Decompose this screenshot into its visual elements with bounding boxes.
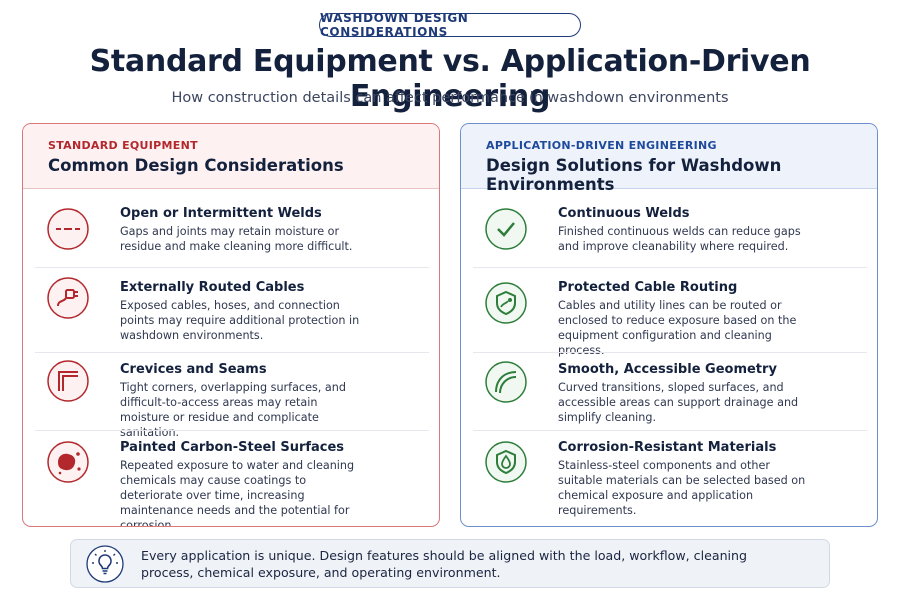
item-title: Open or Intermittent Welds	[120, 206, 322, 221]
badge: WASHDOWN DESIGN CONSIDERATIONS	[319, 11, 581, 39]
item-text: Curved transitions, sloped surfaces, and…	[558, 381, 799, 424]
standard-panel: STANDARD EQUIPMENT Common Design Conside…	[22, 123, 440, 527]
item-title: Protected Cable Routing	[558, 280, 738, 295]
eyebrow: STANDARD EQUIPMENT	[48, 139, 198, 152]
divider	[473, 267, 867, 268]
crevice-icon	[47, 360, 89, 402]
divider	[473, 430, 867, 431]
eyebrow: APPLICATION-DRIVEN ENGINEERING	[486, 139, 717, 152]
item-text: Cables and utility lines can be routed o…	[558, 299, 797, 357]
page-title: Standard Equipment vs. Application-Drive…	[89, 44, 811, 114]
panel-header: APPLICATION-DRIVEN ENGINEERING Design So…	[461, 124, 877, 194]
item-text: Exposed cables, hoses, and connection po…	[120, 299, 360, 342]
divider	[35, 267, 429, 268]
divider	[35, 430, 429, 431]
check-icon	[485, 208, 527, 250]
shield-icon	[485, 282, 527, 324]
corrosion-icon	[47, 441, 89, 483]
engineered-panel: APPLICATION-DRIVEN ENGINEERING Design So…	[460, 123, 878, 527]
item-text: Tight corners, overlapping surfaces, and…	[120, 381, 346, 439]
subtitle: How construction details can affect perf…	[171, 90, 729, 106]
cable-icon	[47, 277, 89, 319]
bulb-icon	[86, 545, 124, 583]
item-text: Finished continuous welds can reduce gap…	[558, 225, 801, 253]
item-title: Painted Carbon-Steel Surfaces	[120, 440, 345, 455]
divider	[35, 352, 429, 353]
item-text: Repeated exposure to water and cleaning …	[120, 459, 355, 527]
item-title: Corrosion-Resistant Materials	[558, 440, 777, 455]
panel-heading: Common Design Considerations	[48, 156, 344, 175]
footer-note: Every application is unique. Design feat…	[141, 548, 748, 580]
item-title: Crevices and Seams	[120, 362, 267, 377]
drop-shield-icon	[485, 441, 527, 483]
panel-header: STANDARD EQUIPMENT Common Design Conside…	[23, 124, 439, 189]
item-text: Stainless-steel components and other sui…	[558, 459, 806, 517]
curve-icon	[485, 361, 527, 403]
footer-note-box: Every application is unique. Design feat…	[70, 539, 830, 588]
panel-heading: Design Solutions for Washdown Environmen…	[486, 156, 782, 194]
weld-icon	[47, 208, 89, 250]
item-title: Externally Routed Cables	[120, 280, 305, 295]
item-title: Continuous Welds	[558, 206, 690, 221]
divider	[473, 352, 867, 353]
item-text: Gaps and joints may retain moisture or r…	[120, 225, 353, 253]
item-title: Smooth, Accessible Geometry	[558, 362, 777, 377]
